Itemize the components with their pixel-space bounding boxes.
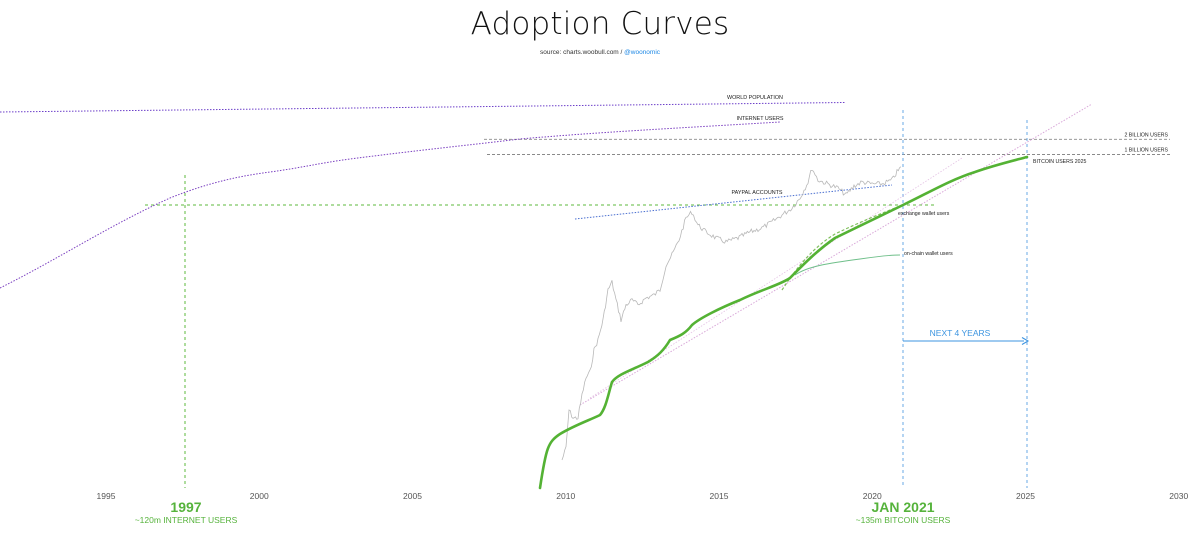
annotation-1997: 1997 ~120m INTERNET USERS	[126, 499, 246, 525]
next-4-years-arrowhead	[1021, 337, 1030, 345]
source-handle-link[interactable]: @woonomic	[624, 49, 661, 56]
series-label-paypal-accounts: PAYPAL ACCOUNTS	[731, 190, 782, 196]
x-tick-label-2030: 2030	[1169, 491, 1188, 501]
series-world-population	[0, 102, 846, 113]
series-label-bitcoin-users-2025: BITCOIN USERS 2025	[1033, 159, 1086, 165]
x-tick-label-2020: 2020	[863, 491, 882, 501]
next-4-years-label: NEXT 4 YEARS	[930, 328, 991, 338]
chart-source: source: charts.woobull.com / @woonomic	[0, 49, 1200, 56]
annotation-1997-year: 1997	[170, 499, 202, 515]
reference-label-2-billion: 2 BILLION USERS	[1124, 132, 1168, 138]
x-tick-label-2010: 2010	[556, 491, 575, 501]
reference-label-1-billion: 1 BILLION USERS	[1124, 148, 1168, 154]
series-label-exchange-wallet-users: exchange wallet users	[898, 211, 950, 217]
series-label-internet-users: INTERNET USERS	[737, 116, 784, 122]
series-trend-line	[579, 103, 1093, 406]
x-tick-label-1995: 1995	[97, 491, 116, 501]
source-text: source: charts.woobull.com /	[539, 49, 625, 56]
series-internet-users	[0, 121, 781, 289]
annotation-jan-2021: JAN 2021 ~135m BITCOIN USERS	[842, 499, 964, 525]
series-paypal-accounts	[574, 184, 893, 220]
series-onchain-wallet-users	[794, 254, 901, 276]
annotation-jan-2021-detail: ~135m BITCOIN USERS	[855, 515, 951, 525]
series-bitcoin-users	[538, 155, 1029, 490]
series-exchange-wallet-users	[781, 205, 901, 291]
x-tick-label-2005: 2005	[403, 491, 422, 501]
annotation-jan-2021-date: JAN 2021	[871, 499, 935, 515]
x-tick-label-2025: 2025	[1016, 491, 1035, 501]
series-label-world-population: WORLD POPULATION	[727, 95, 783, 101]
annotation-1997-detail: ~120m INTERNET USERS	[134, 515, 238, 525]
x-tick-label-2015: 2015	[710, 491, 729, 501]
x-tick-label-2000: 2000	[250, 491, 269, 501]
series-label-onchain-wallet-users: on-chain wallet users	[904, 251, 953, 257]
chart-title: Adoption Curves	[470, 6, 730, 42]
series-bitcoin-price	[561, 166, 902, 461]
